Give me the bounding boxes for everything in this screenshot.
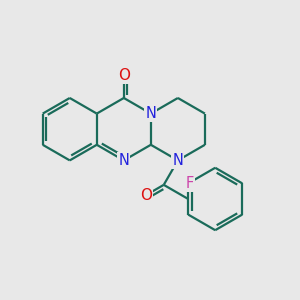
Text: N: N xyxy=(172,153,183,168)
Text: N: N xyxy=(146,106,156,121)
Text: N: N xyxy=(118,153,129,168)
Text: F: F xyxy=(186,176,194,191)
Text: O: O xyxy=(140,188,152,203)
Text: O: O xyxy=(118,68,130,83)
